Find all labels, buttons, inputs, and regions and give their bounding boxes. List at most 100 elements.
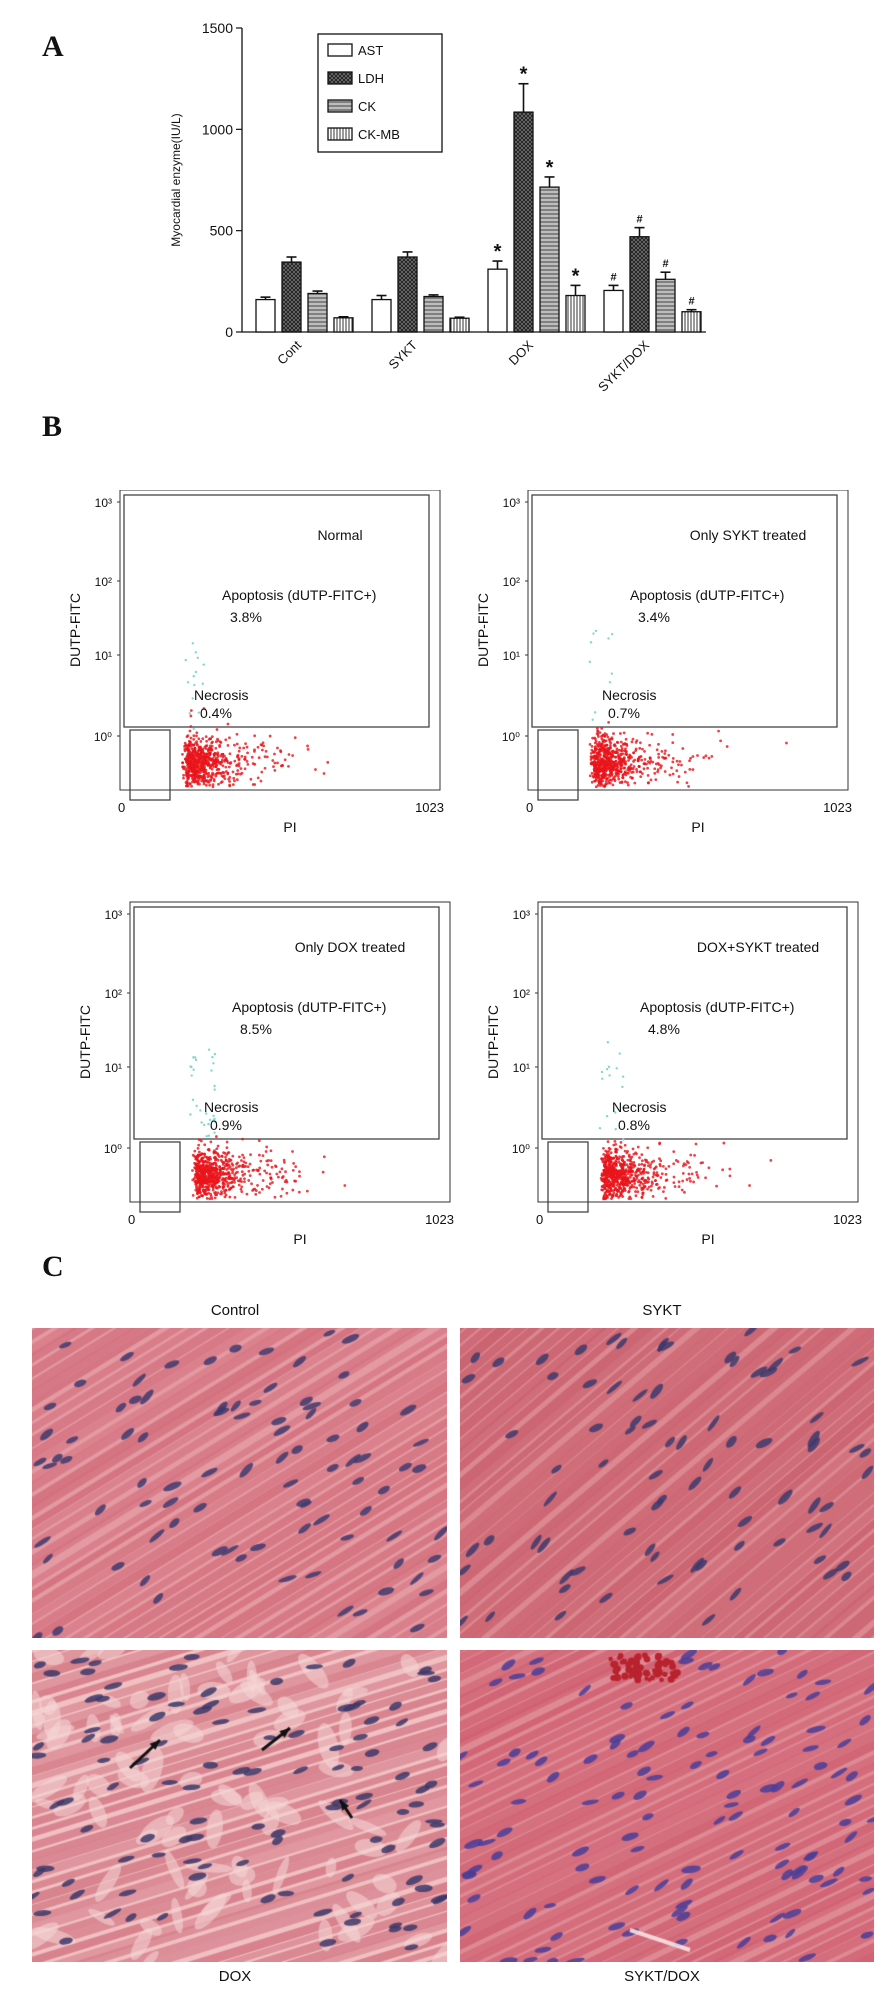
cell-point [614,1163,618,1166]
cell-point [722,1141,726,1145]
apoptosis-label: Apoptosis (dUTP-FITC+) [222,587,376,603]
cell-point [616,775,620,778]
cell-point [193,756,197,759]
apoptotic-point [606,1041,610,1044]
cell-point [185,757,189,761]
cell-point [191,765,195,768]
cell-point [627,1189,631,1193]
cell-point [197,753,201,757]
cell-point [672,1175,676,1179]
x-axis-label: PI [293,1231,306,1247]
cell-point [640,1159,644,1163]
cell-point [198,1166,202,1170]
cell-point [612,1169,615,1173]
cell-point [637,1163,641,1167]
apoptotic-point [191,1098,195,1101]
cell-point [199,1139,203,1143]
cell-point [665,1178,669,1182]
cell-point [214,1169,218,1173]
cell-point [261,1154,265,1158]
cell-point [224,1155,227,1159]
cell-point [211,1173,215,1177]
cell-point [276,746,279,750]
cell-point [617,1195,620,1199]
cell-point [297,1190,301,1194]
cell-point [260,1187,264,1191]
apoptotic-point [205,1135,208,1138]
cell-point [662,1186,666,1189]
flow-plot-2: 10⁰ 10¹ 10² 10³ 0 1023 PI DUTP-FITC Only SYKT tr… [475,490,852,835]
cell-point [653,771,657,775]
cell-point [220,752,224,756]
cell-point [692,1180,696,1184]
necrosis-gate [129,729,171,801]
cell-point [649,759,653,763]
cell-point [646,766,650,770]
bar-ck [539,186,560,333]
apoptotic-point [605,1115,609,1118]
cell-point [193,1166,197,1170]
cell-point [235,1176,239,1180]
cell-point [285,1180,289,1184]
cell-point [625,1151,629,1155]
cell-point [636,1145,640,1149]
flow-cytometry-plots: 10⁰ 10¹ 10² 10³ 0 1023 PI DUTP-FITC Normal Apopto… [67,490,862,1247]
cell-point [676,1160,680,1164]
cell-point [659,1159,663,1163]
cell-point [617,748,621,752]
apoptosis-gate [133,906,440,1140]
cell-point [285,1191,289,1195]
x-tick-label: Cont [274,337,304,367]
cell-point [617,1160,621,1164]
cell-point [600,760,604,764]
bar-ck-mb [333,317,354,333]
bar-ldh [629,236,650,333]
cell-point [226,743,230,747]
cell-point [225,1146,229,1150]
cell-point [638,765,641,769]
cell-point [630,1155,634,1159]
cell-point [208,783,212,787]
cell-point [627,1197,631,1201]
cell-point [213,1177,217,1181]
apoptosis-label: Apoptosis (dUTP-FITC+) [232,999,386,1015]
y-tick-label: 1000 [202,121,233,137]
cell-point [590,745,594,748]
cell-point [619,732,622,735]
cell-point [595,766,598,770]
cell-point [640,772,644,775]
cell-point [600,1158,604,1162]
cell-point [219,1173,223,1177]
cell-point [655,1171,659,1175]
cell-point [236,1170,239,1174]
cell-point [194,1188,198,1192]
cell-point [243,1180,246,1184]
cell-point [725,745,729,748]
cell-point [602,1160,606,1163]
x-tick-label: 1023 [833,1212,862,1227]
cell-point [245,760,249,763]
cell-point [284,1170,287,1174]
cell-point [298,1174,301,1178]
flow-plot-4: 10⁰ 10¹ 10² 10³ 0 1023 PI DUTP-FITC DOX+SYKT tre… [485,901,862,1247]
cell-point [661,1164,665,1168]
cell-point [247,1169,251,1173]
scatter-points [598,1041,773,1201]
cell-point [231,783,235,787]
cell-point [209,1140,213,1144]
apoptotic-point [192,1056,195,1059]
cell-point [211,771,214,775]
cell-point [191,777,194,781]
apoptotic-point [202,1123,206,1127]
cell-point [243,1172,247,1176]
cell-point [612,1191,616,1195]
y-tick-label: 0 [225,324,233,340]
plot-frame [119,490,441,791]
cell-point [265,755,269,759]
apoptotic-point [192,1068,195,1071]
y-tick-label: 10³ [95,496,112,510]
cell-point [198,1185,202,1189]
cell-point [615,1189,619,1193]
x-tick-label: 0 [526,800,533,815]
cell-point [640,758,644,762]
